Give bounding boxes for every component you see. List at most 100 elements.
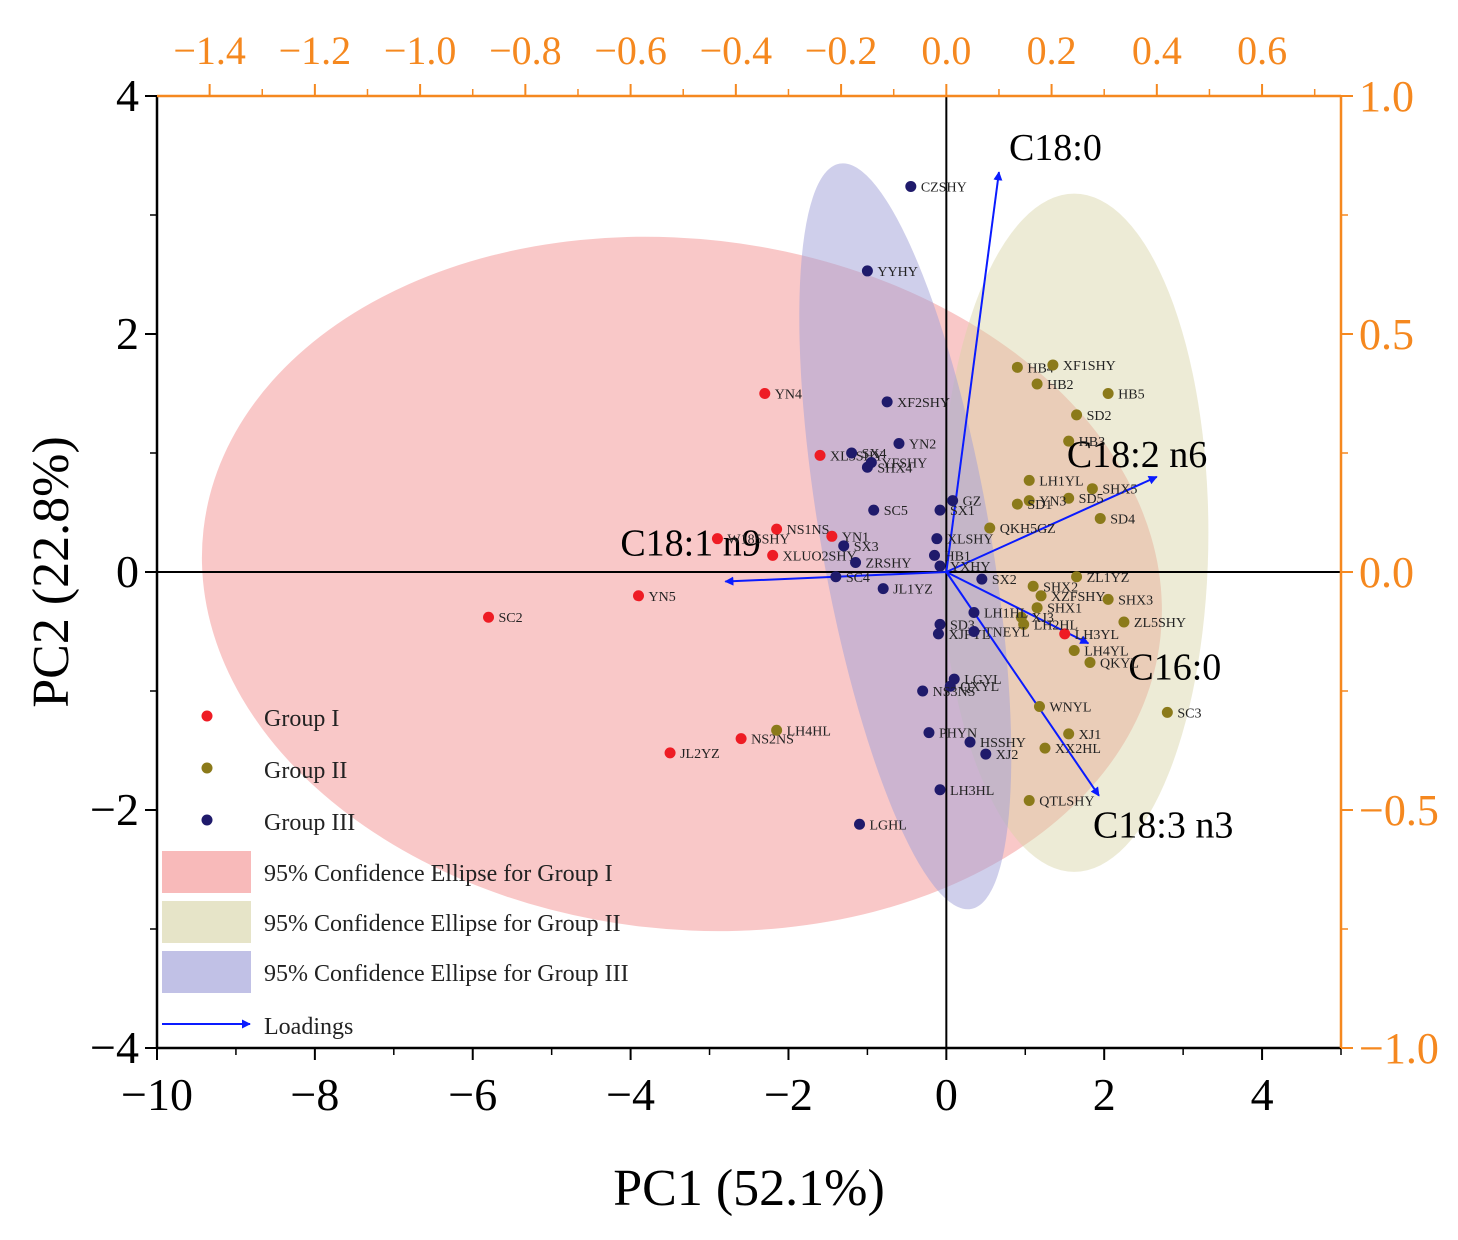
right-tick-label: −0.5 (1359, 786, 1439, 835)
x-tick-label: −8 (290, 1069, 339, 1120)
point-xl3shy (814, 449, 826, 461)
point-label-ns1ns: NS1NS (787, 523, 830, 538)
point-label-lh2hl: LH2HL (1034, 618, 1078, 633)
loading-label-c18-2-n6: C18:2 n6 (1067, 434, 1207, 476)
point-label-sx3: SX3 (854, 540, 879, 555)
point-label-lh3yl: LH3YL (1075, 628, 1119, 643)
loading-arrow-c18-2-n6 (945, 475, 1158, 573)
top-tick-label: −0.6 (594, 28, 667, 73)
legend-marker-group-iii (201, 814, 213, 826)
point-ns3ns (917, 685, 929, 697)
point-qtlshy (1023, 794, 1035, 806)
point-zrshy (850, 556, 862, 568)
point-lh4hl (771, 724, 783, 736)
point-label-ns2ns: NS2NS (751, 733, 794, 748)
point-shx1 (1031, 602, 1043, 614)
point-ns2ns (735, 733, 747, 745)
point-label-lh4yl: LH4YL (1084, 645, 1128, 660)
point-label-sx2: SX2 (992, 573, 1017, 588)
point-label-xluo2shy: XLUO2SHY (783, 549, 857, 564)
point-label-xjfyl: XJFYL (948, 628, 990, 643)
point-lh1hl (968, 606, 980, 618)
point-shx5 (1086, 483, 1098, 495)
right-tick-label: 1.0 (1359, 72, 1414, 121)
point-shx3 (1102, 593, 1114, 605)
point-lghl (854, 818, 866, 830)
legend-label-loadings: Loadings (264, 1014, 353, 1040)
point-label-xj1: XJ1 (1079, 728, 1102, 743)
point-jl2yz (664, 747, 676, 759)
point-label-xj2: XJ2 (996, 748, 1019, 763)
point-label-shx4: SHX4 (877, 461, 912, 476)
point-lh4yl (1068, 645, 1080, 657)
point-label-lgyl: LGYL (964, 673, 1001, 688)
point-wnyl (1033, 700, 1045, 712)
point-sc4 (830, 571, 842, 583)
point-label-yn5: YN5 (648, 590, 675, 605)
y-axis-title: PC2 (22.8%) (23, 436, 80, 708)
legend-label-95-confidence-ellipse-for-group-ii: 95% Confidence Ellipse for Group II (264, 911, 621, 937)
legend: Group I Group II Group III 95% Confidence E… (162, 706, 629, 1040)
point-label-sc2: SC2 (499, 611, 523, 626)
point-label-hb2: HB2 (1047, 378, 1073, 393)
point-w185shy (711, 533, 723, 545)
point-sc3 (1161, 706, 1173, 718)
loading-arrows: C18:0 C18:2 n6 C18:1 n9 C16:0 C18:3 n3 (620, 127, 1233, 847)
point-label-jl1yz: JL1YZ (893, 583, 933, 598)
point-qkh5gz (984, 522, 996, 534)
y-tick-label: −4 (90, 1022, 139, 1073)
point-label-yn2: YN2 (909, 437, 936, 452)
point-label-sd5: SD5 (1079, 492, 1104, 507)
point-xjfyl (932, 628, 944, 640)
legend-label-95-confidence-ellipse-for-group-i: 95% Confidence Ellipse for Group I (264, 861, 613, 887)
point-label-yn1: YN1 (842, 530, 869, 545)
x-axis-title: PC1 (52.1%) (613, 1160, 885, 1217)
right-tick-label: 0.5 (1359, 310, 1414, 359)
point-sc2 (483, 611, 495, 623)
legend-label-group-i: Group I (264, 706, 339, 732)
legend-patch-95-confidence-ellipse-for-group-i (162, 851, 251, 893)
point-sd5 (1063, 492, 1075, 504)
legend-label-group-ii: Group II (264, 758, 347, 784)
point-sd3 (934, 618, 946, 630)
point-label-yyhy: YYHY (877, 265, 917, 280)
point-label-sd4: SD4 (1110, 512, 1135, 527)
point-label-qtlshy: QTLSHY (1039, 794, 1094, 809)
loading-label-c18-3-n3: C18:3 n3 (1093, 805, 1233, 847)
top-tick-label: 0.4 (1132, 28, 1182, 73)
point-yn2 (893, 437, 905, 449)
point-label-yn4: YN4 (775, 388, 802, 403)
legend-marker-group-i (201, 710, 213, 722)
y-tick-label: 0 (116, 546, 139, 597)
legend-marker-group-ii (201, 762, 213, 774)
point-label-zl5shy: ZL5SHY (1134, 616, 1186, 631)
point-yn3 (1023, 495, 1035, 507)
point-label-xf1shy: XF1SHY (1063, 359, 1116, 374)
loading-label-c18-0: C18:0 (1009, 127, 1102, 169)
point-tneyl (968, 626, 980, 637)
point-xj1 (1063, 728, 1075, 740)
top-tick-label: −1.2 (279, 28, 352, 73)
axes: −10 −8 −6 −4 −2 0 2 4 −4 −2 0 2 4 −1.4 −1.2 −1.0 −0.8 −0.… (23, 28, 1439, 1217)
legend-patch-95-confidence-ellipse-for-group-iii (162, 951, 251, 993)
top-tick-label: −1.4 (173, 28, 246, 73)
point-xf1shy (1047, 359, 1059, 371)
top-tick-label: −0.4 (700, 28, 773, 73)
x-tick-label: 2 (1093, 1069, 1116, 1120)
x-tick-label: 4 (1251, 1069, 1274, 1120)
x-tick-label: −6 (448, 1069, 497, 1120)
point-label-sx1: SX1 (950, 504, 975, 519)
point-label-xlshy: XLSHY (947, 533, 994, 548)
point-yn5 (632, 590, 644, 602)
point-sx2 (976, 573, 988, 585)
loading-label-c16-0: C16:0 (1128, 646, 1221, 688)
point-label-sx4: SX4 (862, 447, 887, 462)
point-yn4 (759, 388, 771, 399)
point-lh3yl (1059, 628, 1071, 640)
point-label-hb4: HB4 (1027, 361, 1053, 376)
point-yxhy (934, 560, 946, 572)
point-label-wnyl: WNYL (1049, 700, 1091, 715)
top-tick-label: −1.0 (384, 28, 457, 73)
point-label-lh1yl: LH1YL (1039, 474, 1083, 489)
